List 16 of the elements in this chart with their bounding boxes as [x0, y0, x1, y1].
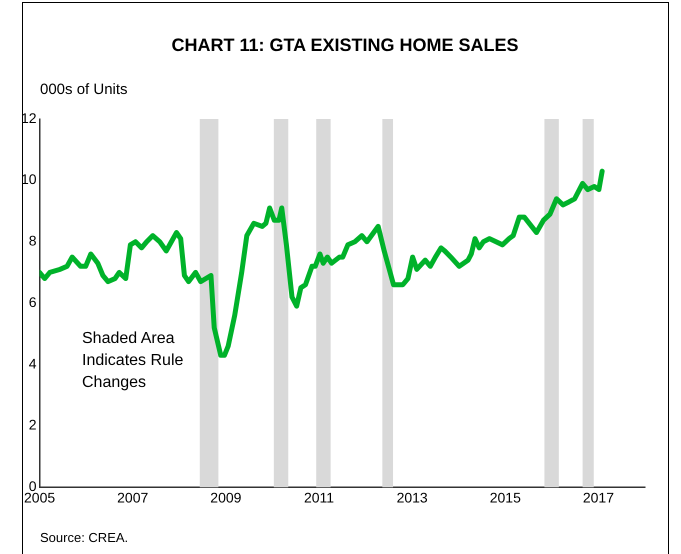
x-tick-label: 2011	[304, 489, 334, 506]
annotation: Shaded Area Indicates Rule Changes	[82, 329, 184, 393]
x-tick-label: 2015	[490, 489, 522, 506]
source-note: Source: CREA.	[40, 530, 128, 545]
x-tick-label: 2017	[582, 489, 614, 506]
x-tick-label: 2009	[210, 489, 242, 506]
y-tick-label: 10	[20, 171, 37, 188]
x-tick-label: 2013	[396, 489, 428, 506]
y-tick-label: 2	[28, 416, 37, 433]
y-tick-label: 8	[28, 232, 37, 249]
y-axis-title: 000s of Units	[40, 81, 128, 98]
y-tick-label: 4	[28, 355, 37, 372]
chart-title: CHART 11: GTA EXISTING HOME SALES	[170, 35, 520, 56]
x-tick-label: 2007	[117, 489, 148, 506]
y-tick-label: 6	[28, 294, 37, 310]
y-tick-label: 12	[20, 110, 37, 126]
